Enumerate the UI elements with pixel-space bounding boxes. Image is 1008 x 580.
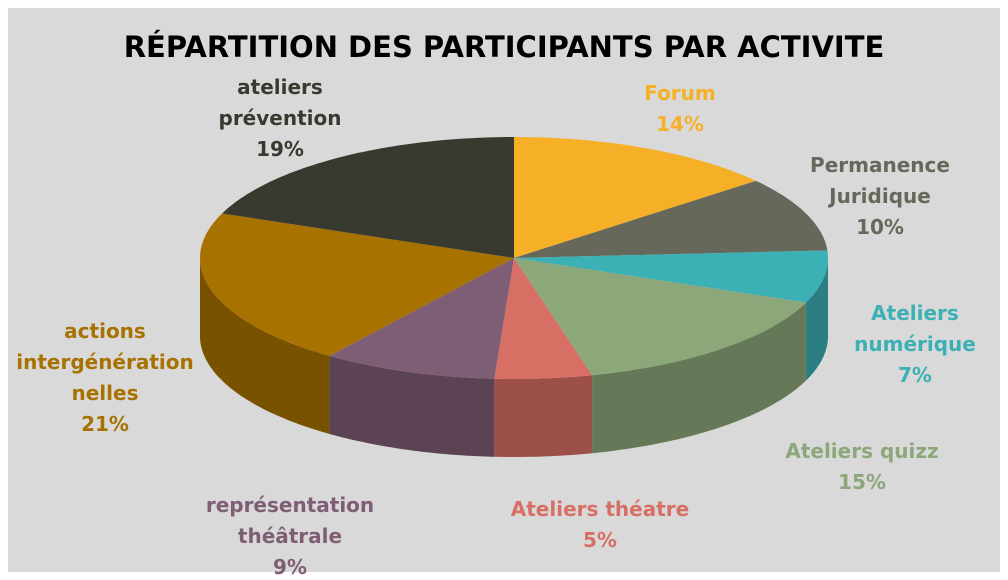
chart-title: RÉPARTITION DES PARTICIPANTS PAR ACTIVIT…	[123, 30, 885, 64]
slice-label: Ateliers numérique 7%	[815, 298, 1008, 391]
pie-slice	[514, 137, 756, 258]
pie-side	[329, 355, 495, 457]
pie-side	[592, 302, 806, 454]
pie-side-shade	[329, 355, 495, 457]
pie-slice	[329, 258, 514, 379]
slice-label: Ateliers quizz 15%	[762, 436, 962, 498]
pie-side-shade	[805, 258, 828, 381]
category-label: ateliers prévention	[218, 75, 342, 130]
pie-side	[494, 375, 593, 457]
value-label: 5%	[583, 528, 617, 552]
pie-side-shade	[200, 258, 330, 434]
category-label: représentation théâtrale	[205, 493, 375, 548]
pie-side	[200, 258, 330, 434]
slice-label: ateliers prévention 19%	[180, 72, 380, 165]
category-label: Ateliers quizz	[785, 439, 939, 463]
value-label: 9%	[273, 555, 307, 579]
category-label: actions intergénérationnelles	[16, 319, 194, 405]
value-label: 15%	[838, 470, 886, 494]
pie-slice	[514, 250, 828, 303]
slice-label: actions intergénérationnelles 21%	[10, 316, 200, 440]
pie-slice	[514, 180, 828, 258]
pie-slice	[494, 258, 593, 379]
slice-label: Forum 14%	[580, 78, 780, 140]
category-label: Forum	[644, 81, 716, 105]
pie-slice	[222, 137, 514, 258]
pie-slice	[200, 213, 514, 356]
pie-side-shade	[592, 302, 806, 454]
pie-side-shade	[494, 375, 593, 457]
value-label: 7%	[898, 363, 932, 387]
value-label: 19%	[256, 137, 304, 161]
category-label: Permanence Juridique	[810, 153, 950, 208]
slice-label: Permanence Juridique 10%	[780, 150, 980, 243]
value-label: 14%	[656, 112, 704, 136]
value-label: 21%	[81, 412, 129, 436]
pie-side	[805, 258, 828, 381]
pie-slice	[514, 258, 806, 376]
category-label: Ateliers numérique	[854, 301, 976, 356]
value-label: 10%	[856, 215, 904, 239]
slice-label: représentation théâtrale 9%	[190, 490, 390, 580]
slice-label: Ateliers théatre 5%	[500, 494, 700, 556]
category-label: Ateliers théatre	[510, 497, 690, 521]
